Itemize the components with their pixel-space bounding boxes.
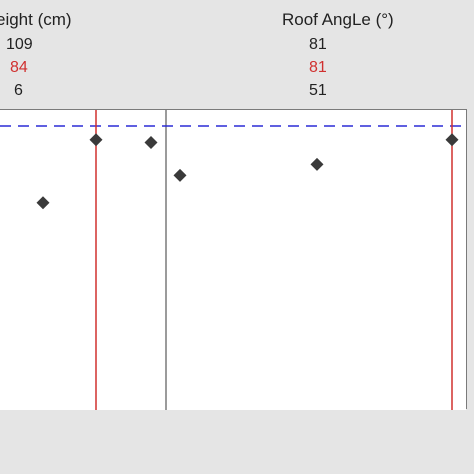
roof-angle-min-value: 51	[309, 82, 327, 99]
height-min-value: 6	[14, 82, 23, 99]
height-max-value: 109	[6, 36, 33, 53]
data-point	[89, 133, 103, 147]
roof-angle-current-value[interactable]: 81	[309, 59, 327, 76]
header-panel: eight (cm) 109 84 6 Roof AngLe (°) 81 81…	[0, 0, 474, 109]
data-point	[173, 168, 187, 182]
data-point	[36, 196, 50, 210]
roof-angle-max-value: 81	[309, 36, 327, 53]
footer-panel	[0, 410, 474, 474]
data-point	[310, 157, 324, 171]
data-point	[144, 135, 158, 149]
plot-area	[0, 109, 466, 411]
right-strip	[466, 109, 474, 409]
data-point	[445, 133, 459, 147]
height-current-value[interactable]: 84	[10, 59, 28, 76]
column-title-roof-angle: Roof AngLe (°)	[282, 10, 394, 29]
plot-svg	[0, 110, 466, 410]
column-title-height: eight (cm)	[0, 10, 72, 29]
